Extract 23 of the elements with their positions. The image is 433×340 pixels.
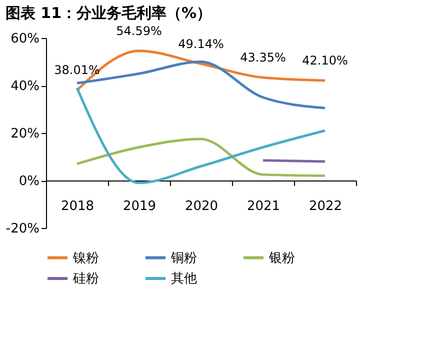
data-label: 49.14% [178,36,224,51]
data-label: 38.01% [54,63,100,78]
legend-label: 银粉 [268,250,295,266]
chart-title: 图表 11：分业务毛利率（%） [5,4,212,22]
line-series [76,86,326,184]
x-tick-label: 2019 [122,199,156,214]
line-series [76,138,326,177]
data-label: 42.10% [302,54,348,68]
legend-label: 硅粉 [72,272,99,286]
legend-label: 铜粉 [170,250,197,266]
y-tick-label: 0% [18,174,40,189]
y-tick-label: 60% [10,32,40,46]
x-tick-label: 2022 [308,199,342,214]
legend-label: 其他 [171,272,197,286]
x-tick-label: 2021 [246,199,280,214]
y-tick-label: -20% [6,222,40,236]
y-tick-label: 40% [10,79,40,94]
x-tick-label: 2018 [60,199,94,214]
y-tick-label: 20% [10,126,40,142]
data-label: 54.59% [116,24,162,38]
data-label: 43.35% [240,50,286,65]
x-tick-label: 2020 [184,199,218,214]
legend-label: 镍粉 [72,250,99,266]
